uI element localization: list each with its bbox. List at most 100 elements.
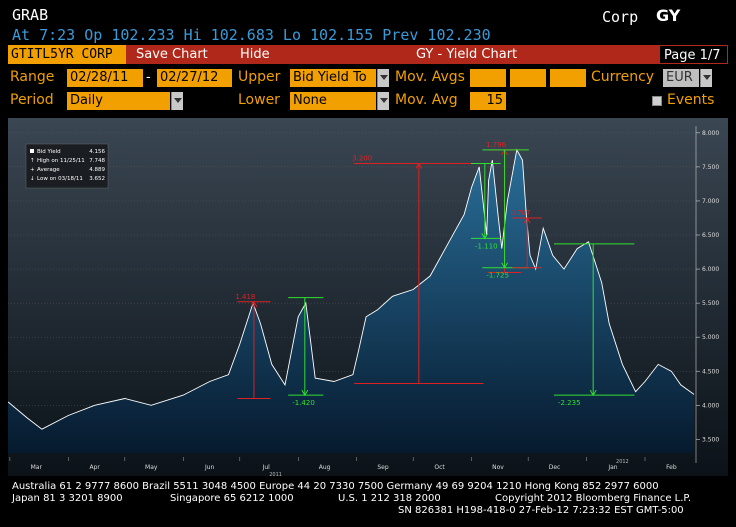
annotation-label: -1.725 — [486, 272, 509, 280]
x-tick-label: Feb — [666, 464, 677, 471]
legend-high: High on 11/25/11 — [37, 158, 85, 164]
footer-serial: SN 826381 H198-418-0 27-Feb-12 7:23:32 E… — [398, 505, 684, 516]
mov-avgs-label: Mov. Avgs — [395, 69, 465, 85]
footer-japan: Japan 81 3 3201 8900 — [12, 493, 123, 504]
save-chart-button[interactable]: Save Chart — [136, 47, 208, 62]
up-arrow-icon — [415, 162, 423, 169]
y-tick-label: 3.500 — [702, 436, 719, 443]
y-tick-label: 6.500 — [702, 232, 719, 239]
legend-high-val: 7.748 — [89, 158, 105, 164]
legend-average-val: 4.889 — [89, 167, 105, 173]
x-tick-label: Oct — [434, 464, 445, 471]
annotation-down: -2.235 — [553, 243, 635, 407]
market-sector: Corp — [602, 8, 639, 26]
x-tick-label: Nov — [492, 464, 504, 471]
down-arrow-icon — [501, 262, 509, 269]
page-indicator[interactable]: Page 1/7 — [659, 45, 728, 64]
footer-copyright: Copyright 2012 Bloomberg Finance L.P. — [495, 493, 692, 504]
annotation-up: 0.707 — [511, 209, 542, 269]
range-separator: - — [146, 70, 151, 85]
series-area — [8, 149, 694, 454]
x-year-label: 2011 — [269, 472, 282, 476]
y-tick-label: 7.000 — [702, 198, 719, 205]
y-tick-label: 6.000 — [702, 266, 719, 273]
mov-avgs-input-1[interactable] — [470, 69, 506, 87]
y-tick-label: 4.500 — [702, 368, 719, 375]
range-label: Range — [10, 69, 55, 85]
up-arrow-icon — [523, 216, 531, 224]
events-checkbox[interactable] — [652, 96, 662, 106]
upper-dropdown-icon[interactable] — [377, 69, 389, 87]
annotation-label: -2.235 — [558, 399, 581, 407]
currency-label: Currency — [591, 69, 655, 85]
quote-line: At 7:23 Op 102.233 Hi 102.683 Lo 102.155… — [12, 26, 491, 44]
range-start-input[interactable]: 02/28/11 — [67, 69, 143, 87]
legend-low-val: 3.652 — [89, 176, 105, 182]
legend-bid-yield-val: 4.156 — [89, 149, 105, 155]
legend-low: Low on 03/18/11 — [37, 176, 83, 182]
period-select[interactable]: Daily — [67, 92, 170, 110]
upper-label: Upper — [238, 69, 281, 85]
x-tick-label: May — [145, 464, 158, 471]
legend-low-down-arrow-icon: ↓ — [30, 175, 35, 182]
annotation-label: 0.707 — [511, 209, 531, 217]
legend-average-cross-icon: + — [30, 167, 35, 173]
currency-dropdown-icon[interactable] — [700, 69, 712, 87]
y-tick-label: 5.000 — [702, 334, 719, 341]
legend-square-icon — [30, 149, 34, 153]
lower-label: Lower — [238, 92, 280, 108]
annotation-down: -1.110 — [471, 162, 501, 250]
period-dropdown-icon[interactable] — [171, 92, 183, 110]
footer-singapore: Singapore 65 6212 1000 — [170, 493, 294, 504]
currency-select[interactable]: EUR — [663, 69, 699, 87]
x-tick-label: Aug — [319, 464, 331, 471]
events-label: Events — [667, 92, 715, 108]
lower-dropdown-icon[interactable] — [377, 92, 389, 110]
command-code: GY — [656, 6, 681, 25]
legend-box — [25, 143, 109, 189]
x-tick-label: Mar — [31, 464, 43, 471]
up-arrow-icon — [250, 300, 258, 308]
x-year-label: 2012 — [616, 459, 629, 465]
footer-contacts: Australia 61 2 9777 8600 Brazil 5511 304… — [12, 481, 659, 492]
y-tick-label: 8.000 — [702, 130, 719, 137]
mov-avg-input[interactable]: 15 — [470, 92, 506, 110]
legend-high-up-arrow-icon: ↑ — [30, 157, 35, 164]
x-tick-label: Sep — [377, 464, 389, 471]
mov-avgs-input-3[interactable] — [550, 69, 586, 87]
y-tick-label: 7.500 — [702, 164, 719, 171]
x-tick-label: Dec — [549, 464, 561, 471]
lower-select[interactable]: None — [290, 92, 376, 110]
down-arrow-icon — [481, 233, 489, 240]
annotation-label: 3.200 — [352, 154, 372, 162]
annotation-up: 3.200 — [352, 154, 484, 385]
annotation-label: 1.418 — [235, 293, 255, 301]
chart-title: GY - Yield Chart — [416, 47, 518, 62]
annotation-label: -1.110 — [475, 242, 498, 250]
series-line — [7, 148, 695, 430]
x-tick-label: Jul — [262, 464, 271, 471]
chart-svg: 1.418 -1.420 3.200 -1.110 1.796 -1.725 0.707 -2… — [7, 118, 728, 478]
mov-avg-label: Mov. Avg — [395, 92, 458, 108]
x-tick-label: Jun — [204, 464, 215, 471]
legend-bid-yield: Bid Yield — [37, 149, 61, 155]
x-tick-label: Jan — [607, 464, 617, 471]
chart-legend: Bid Yield 4.156 ↑ High on 11/25/11 7.748… — [25, 143, 109, 189]
down-arrow-icon — [301, 389, 309, 397]
range-end-input[interactable]: 02/27/12 — [157, 69, 232, 87]
period-label: Period — [10, 92, 54, 108]
footer-us: U.S. 1 212 318 2000 — [338, 493, 441, 504]
mov-avgs-input-2[interactable] — [510, 69, 546, 87]
ticker-button[interactable]: GTITL5YR CORP — [8, 45, 126, 64]
toolbar: GTITL5YR CORP Save Chart Hide GY - Yield… — [8, 45, 728, 64]
annotation-up: 1.418 — [235, 293, 271, 399]
x-tick-label: Apr — [89, 464, 100, 471]
down-arrow-icon — [589, 389, 597, 397]
annotation-label: -1.420 — [292, 399, 315, 407]
annotation-label: 1.796 — [486, 141, 507, 149]
yield-chart[interactable]: 1.418 -1.420 3.200 -1.110 1.796 -1.725 0.707 -2… — [7, 118, 728, 478]
hide-button[interactable]: Hide — [240, 47, 270, 62]
upper-select[interactable]: Bid Yield To — [290, 69, 376, 87]
y-tick-label: 5.500 — [702, 300, 719, 307]
y-tick-label: 4.000 — [702, 402, 719, 409]
